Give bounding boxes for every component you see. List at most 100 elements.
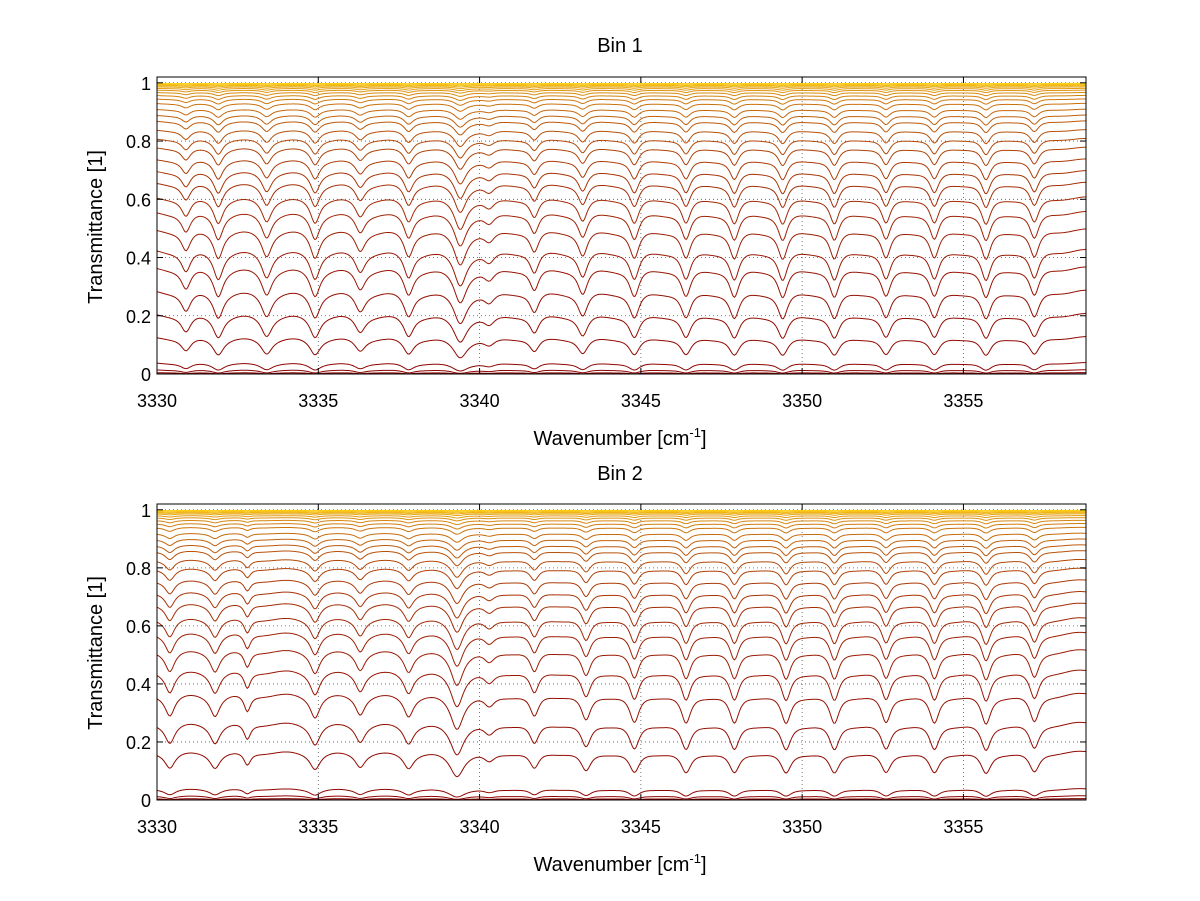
series-line xyxy=(156,312,1087,343)
subplot-title: Bin 1 xyxy=(597,35,643,57)
series-line xyxy=(156,266,1087,304)
series-line xyxy=(156,591,1087,619)
series-line xyxy=(156,181,1087,213)
axes-frame xyxy=(156,76,1087,375)
series-line xyxy=(156,91,1086,97)
series-line xyxy=(156,579,1087,605)
series-line xyxy=(156,89,1087,94)
y-tick-label: 0.8 xyxy=(126,559,151,579)
subplot-bin-1: Bin 1 Transmittance [1] Wavenumber [cm-1… xyxy=(85,35,1087,450)
plot-area xyxy=(156,509,1087,801)
series-line xyxy=(156,84,1086,87)
x-tick-label: 3345 xyxy=(621,391,661,411)
x-tick-label: 3345 xyxy=(621,817,661,837)
series-line xyxy=(156,513,1086,517)
subplot-bin-2: Bin 2 Transmittance [1] Wavenumber [cm-1… xyxy=(85,463,1087,876)
axes-box xyxy=(156,76,1087,375)
series-line xyxy=(156,558,1087,578)
series-line xyxy=(156,369,1087,374)
series-line xyxy=(156,114,1087,128)
y-tick-label: 0.6 xyxy=(126,190,151,210)
y-tick-label: 0.6 xyxy=(126,617,151,637)
series-line xyxy=(156,98,1087,106)
series-line xyxy=(156,248,1087,287)
x-axis-label: Wavenumber [cm-1] xyxy=(533,425,706,450)
series-line xyxy=(156,86,1087,90)
axes-box xyxy=(156,503,1087,801)
series-line xyxy=(156,617,1087,651)
series-line xyxy=(156,85,1086,88)
y-tick-label: 1 xyxy=(141,74,151,94)
x-tick-label: 3355 xyxy=(943,391,983,411)
series-line xyxy=(156,649,1087,687)
subplot-title: Bin 2 xyxy=(597,463,643,485)
x-tick-label: 3355 xyxy=(943,817,983,837)
series-line xyxy=(156,515,1087,519)
series-line xyxy=(156,94,1086,101)
series-line xyxy=(156,721,1087,756)
series-line xyxy=(156,146,1087,170)
series-line xyxy=(156,102,1087,112)
y-tick-label: 1 xyxy=(141,501,151,521)
series-line xyxy=(156,538,1087,551)
y-axis-label: Transmittance [1] xyxy=(85,150,107,304)
series-line xyxy=(156,129,1087,148)
y-tick-labels: 0 0.2 0.4 0.6 0.8 1 xyxy=(126,74,151,385)
series-line xyxy=(156,567,1087,590)
series-line xyxy=(156,532,1087,543)
series-line xyxy=(156,512,1087,515)
y-tick-labels: 0 0.2 0.4 0.6 0.8 1 xyxy=(126,501,151,811)
x-axis-label-superscript: -1 xyxy=(689,425,701,440)
series-line xyxy=(156,795,1087,800)
series-line xyxy=(156,196,1087,230)
x-tick-label: 3335 xyxy=(298,817,338,837)
x-tick-label: 3350 xyxy=(782,391,822,411)
series-line xyxy=(156,120,1087,136)
y-tick-label: 0.8 xyxy=(126,132,151,152)
x-tick-label: 3340 xyxy=(460,391,500,411)
x-tick-labels: 3330 3335 3340 3345 3350 3355 xyxy=(137,817,983,837)
axes-frame xyxy=(156,503,1087,801)
series-line xyxy=(156,669,1087,708)
series-line xyxy=(156,170,1087,199)
y-tick-label: 0 xyxy=(141,791,151,811)
series-line xyxy=(156,523,1087,530)
x-tick-label: 3335 xyxy=(298,391,338,411)
series-line xyxy=(156,519,1087,526)
x-tick-labels: 3330 3335 3340 3345 3350 3355 xyxy=(137,391,983,411)
series-line xyxy=(156,108,1087,120)
x-tick-label: 3330 xyxy=(137,391,177,411)
x-tick-label: 3330 xyxy=(137,817,177,837)
x-axis-label-tail: ] xyxy=(701,428,707,450)
series-line xyxy=(156,602,1087,633)
series-line xyxy=(156,228,1087,266)
y-tick-label: 0.4 xyxy=(126,675,151,695)
series-line xyxy=(156,87,1086,92)
x-axis-label-tail: ] xyxy=(701,854,707,876)
y-tick-label: 0.2 xyxy=(126,733,151,753)
y-axis-label: Transmittance [1] xyxy=(85,576,107,730)
series-line xyxy=(156,631,1087,667)
series-line xyxy=(156,362,1087,372)
series-line xyxy=(156,336,1087,359)
series-line xyxy=(156,158,1087,185)
series-line xyxy=(156,544,1087,559)
x-axis-label-main: Wavenumber [cm xyxy=(533,854,689,876)
x-tick-label: 3350 xyxy=(782,817,822,837)
series-line xyxy=(156,692,1087,731)
x-axis-label: Wavenumber [cm-1] xyxy=(533,851,706,876)
series-line xyxy=(156,526,1087,535)
x-tick-label: 3340 xyxy=(460,817,500,837)
series-line xyxy=(156,788,1087,798)
series-line xyxy=(156,511,1086,514)
series-line xyxy=(156,550,1087,567)
series-line xyxy=(156,137,1087,159)
x-axis-label-superscript: -1 xyxy=(689,851,701,866)
series-line xyxy=(156,517,1087,522)
series-line xyxy=(156,289,1087,325)
series-line xyxy=(156,750,1087,778)
y-tick-label: 0 xyxy=(141,365,151,385)
x-axis-label-main: Wavenumber [cm xyxy=(533,428,689,450)
y-tick-label: 0.4 xyxy=(126,249,151,269)
